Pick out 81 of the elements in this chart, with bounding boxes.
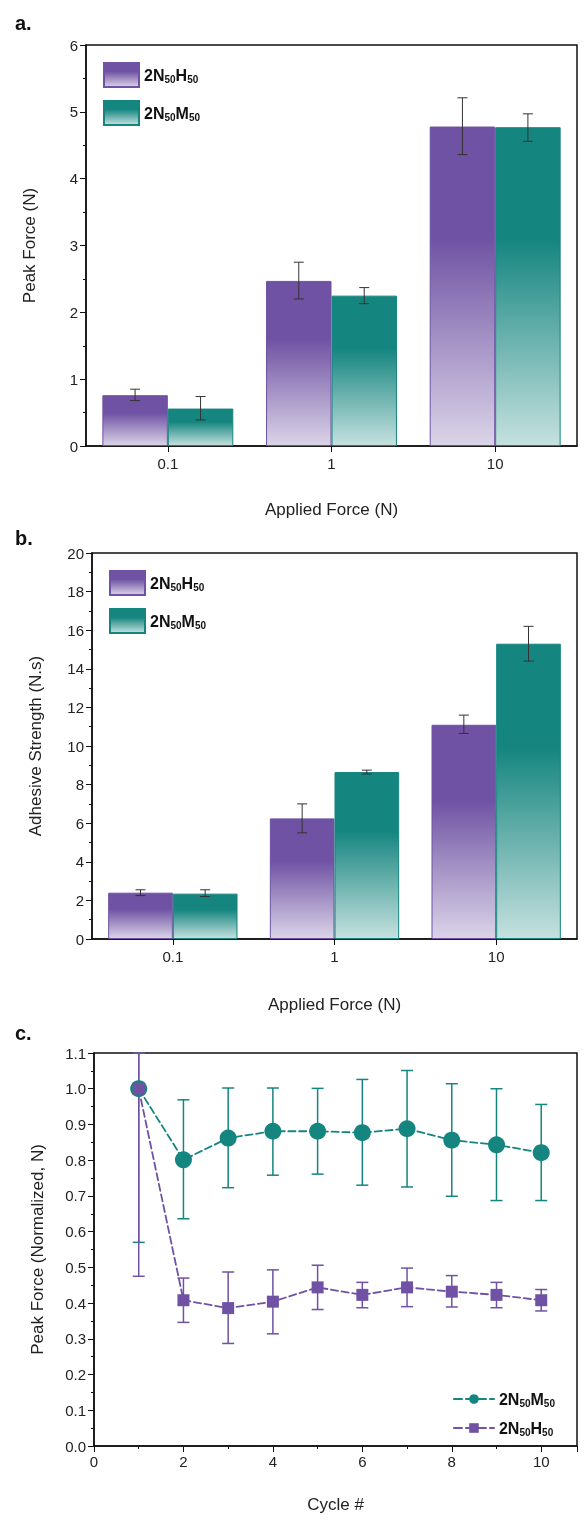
x-axis-title: Applied Force (N) xyxy=(264,500,399,519)
y-tick-label: 20 xyxy=(67,544,84,562)
point xyxy=(535,1294,548,1307)
point xyxy=(266,1295,279,1308)
point xyxy=(532,1144,550,1162)
y-tick-label: 2 xyxy=(75,891,84,909)
y-tick-label: 8 xyxy=(75,776,84,794)
y-axis-title: Peak Force (Normalized, N) xyxy=(28,1144,47,1355)
y-tick-label: 6 xyxy=(69,36,78,54)
x-tick-label: 2 xyxy=(179,1453,188,1470)
bar xyxy=(429,126,496,446)
y-tick-label: 14 xyxy=(67,660,84,678)
y-tick-label: 6 xyxy=(75,814,84,832)
y-tick-label: 4 xyxy=(69,170,78,188)
bar xyxy=(172,893,238,939)
y-tick-label: 16 xyxy=(67,621,84,639)
y-axis-title: Peak Force (N) xyxy=(20,187,39,304)
bar xyxy=(496,643,561,939)
bar xyxy=(108,892,173,939)
x-tick-label: 1 xyxy=(327,455,336,472)
y-tick-label: 0.5 xyxy=(65,1258,86,1276)
point xyxy=(311,1281,324,1294)
point xyxy=(177,1294,190,1307)
chart-title: b. xyxy=(15,527,33,549)
x-axis-title: Cycle # xyxy=(307,1495,365,1514)
y-tick-label: 0.8 xyxy=(65,1151,86,1169)
y-tick-label: 10 xyxy=(67,737,84,755)
y-tick-label: 0.1 xyxy=(65,1401,86,1419)
bar xyxy=(167,408,234,446)
bar xyxy=(331,295,397,446)
point xyxy=(490,1288,503,1301)
x-tick-label: 0 xyxy=(89,1453,99,1470)
y-tick-label: 18 xyxy=(67,583,84,601)
x-tick-label: 4 xyxy=(268,1453,278,1470)
x-tick-label: 0.1 xyxy=(162,948,184,965)
y-tick-label: 0.4 xyxy=(65,1294,86,1312)
x-tick-label: 10 xyxy=(532,1453,550,1470)
y-tick-label: 0.2 xyxy=(65,1366,86,1384)
bar xyxy=(495,127,561,446)
point xyxy=(445,1285,458,1298)
y-tick-label: 1.0 xyxy=(65,1080,86,1098)
y-tick-label: 1 xyxy=(69,370,78,388)
point xyxy=(488,1136,505,1154)
point xyxy=(174,1151,192,1169)
x-tick-label: 1 xyxy=(330,948,339,965)
bar xyxy=(431,724,497,939)
x-tick-label: 8 xyxy=(447,1453,456,1470)
point xyxy=(309,1122,327,1140)
point xyxy=(398,1120,416,1138)
bar xyxy=(266,280,332,446)
x-tick-label: 10 xyxy=(487,948,505,965)
y-tick-label: 4 xyxy=(75,853,84,871)
y-axis-title: Adhesive Strength (N.s) xyxy=(26,655,45,837)
y-tick-label: 12 xyxy=(67,698,84,716)
point xyxy=(356,1288,369,1301)
point xyxy=(353,1124,371,1142)
y-tick-label: 0.7 xyxy=(65,1187,86,1205)
y-tick-label: 0 xyxy=(75,930,84,948)
point xyxy=(222,1302,235,1315)
chart-title: a. xyxy=(15,12,32,34)
point xyxy=(443,1131,461,1149)
x-tick-label: 10 xyxy=(486,455,504,472)
point xyxy=(219,1129,237,1147)
y-tick-label: 0.6 xyxy=(65,1223,86,1241)
y-tick-label: 2 xyxy=(69,303,78,321)
y-tick-label: 0 xyxy=(69,437,78,455)
y-tick-label: 5 xyxy=(69,103,78,121)
y-tick-label: 3 xyxy=(69,237,78,254)
chart-title: c. xyxy=(15,1022,32,1044)
x-axis-title: Applied Force (N) xyxy=(267,995,402,1014)
bar xyxy=(334,772,400,939)
y-tick-label: 0.0 xyxy=(65,1437,86,1455)
bar xyxy=(102,395,168,446)
point xyxy=(264,1122,282,1140)
bar xyxy=(269,818,335,939)
point xyxy=(401,1281,414,1294)
y-tick-label: 0.9 xyxy=(65,1115,86,1133)
y-tick-label: 1.1 xyxy=(65,1044,86,1062)
y-tick-label: 0.3 xyxy=(65,1330,86,1348)
x-tick-label: 0.1 xyxy=(157,455,179,472)
x-tick-label: 6 xyxy=(358,1453,367,1470)
